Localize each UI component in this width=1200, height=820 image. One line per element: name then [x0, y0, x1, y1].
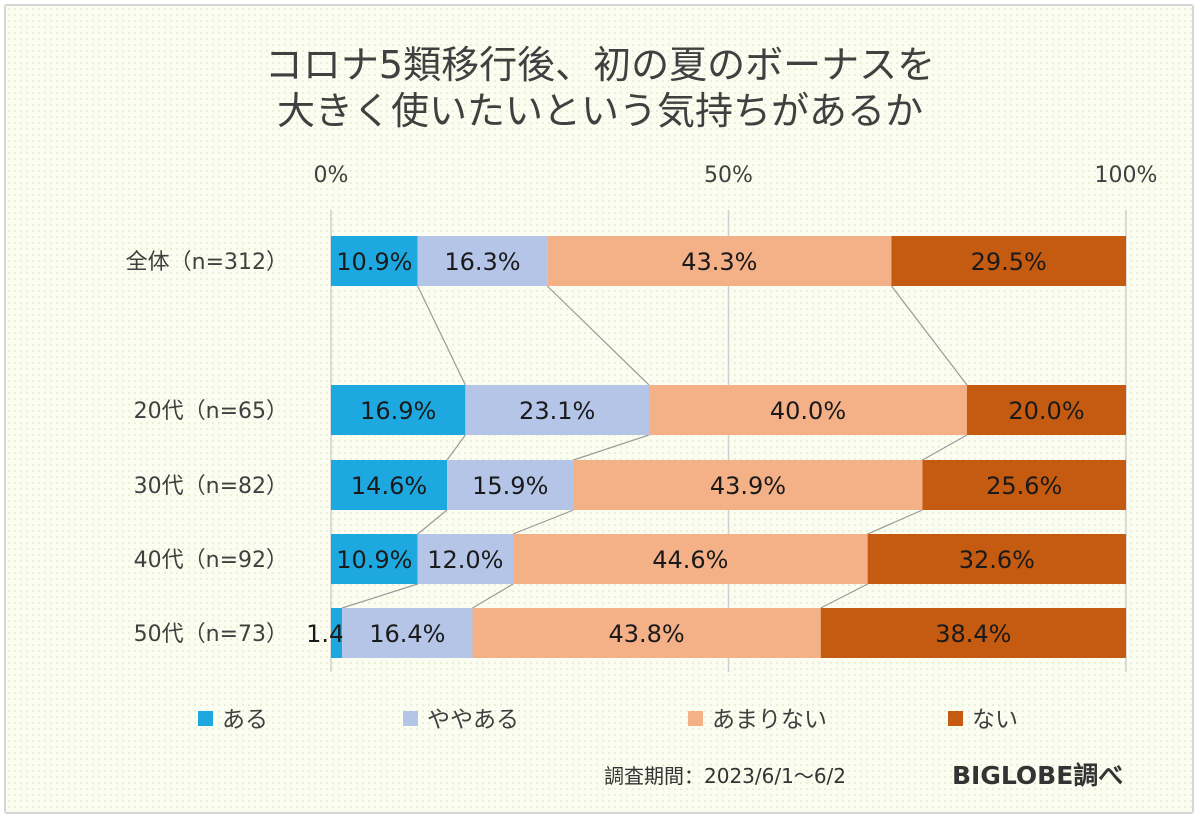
data-label: 16.9% [360, 397, 436, 425]
x-tick-label: 0% [314, 163, 349, 188]
bar-segment [867, 534, 1126, 584]
bar-segment [573, 460, 923, 510]
bar-segment [417, 236, 548, 286]
data-label: 16.3% [444, 248, 520, 276]
legend-swatch [198, 711, 213, 726]
legend-label: ない [972, 707, 1018, 733]
legend-label: ある [222, 707, 268, 733]
bar-segment [649, 385, 967, 435]
bar-segment [922, 460, 1126, 510]
bar-segment [820, 608, 1126, 658]
data-label: 40.0% [770, 397, 846, 425]
data-label: 23.1% [519, 397, 595, 425]
series-connector-line [341, 583, 418, 609]
bar-segment [342, 608, 473, 658]
bar-segment [331, 385, 466, 435]
category-label: 40代（n=92） [134, 548, 288, 573]
series-connector-line [867, 509, 923, 535]
category-label: 30代（n=82） [134, 474, 288, 499]
data-label: 44.6% [652, 546, 728, 574]
series-connector-line [922, 434, 968, 461]
legend-label: あまりない [712, 707, 827, 733]
legend-swatch [403, 711, 418, 726]
series-connector-line [546, 285, 650, 386]
series-connector-line [472, 583, 514, 609]
survey-period: 調査期間：2023/6/1～6/2 [604, 764, 847, 788]
data-label: 43.3% [681, 248, 757, 276]
data-label: 15.9% [472, 472, 548, 500]
bar-segment [547, 236, 892, 286]
data-label: 10.9% [336, 248, 412, 276]
legend-swatch [688, 711, 703, 726]
bar-segment [513, 534, 868, 584]
series-connector-line [890, 285, 968, 386]
series-connector-line [417, 285, 466, 386]
data-label: 43.9% [710, 472, 786, 500]
chart-title-line2: 大きく使いたいという気持ちがあるか [276, 89, 923, 133]
data-label: 20.0% [1008, 397, 1084, 425]
bar-segment [472, 608, 821, 658]
legend-swatch [948, 711, 963, 726]
source-credit: BIGLOBE調べ [952, 761, 1124, 790]
bar-segment [465, 385, 649, 435]
chart-title-line1: コロナ5類移行後、初の夏のボーナスを [264, 43, 936, 87]
bar-segment [447, 460, 574, 510]
data-label: 25.6% [986, 472, 1062, 500]
bar-segment [417, 534, 514, 584]
legend-label: ややある [427, 707, 519, 733]
data-label: 32.6% [959, 546, 1035, 574]
data-label: 43.8% [608, 620, 684, 648]
bar-segment [891, 236, 1126, 286]
category-label: 50代（n=73） [134, 622, 288, 647]
bar-segment [967, 385, 1126, 435]
data-label: 14.6% [351, 472, 427, 500]
series-connector-line [573, 434, 650, 461]
series-connector-line [446, 434, 466, 461]
data-label: 38.4% [935, 620, 1011, 648]
category-label: 全体（n=312） [126, 250, 288, 275]
x-tick-label: 100% [1095, 163, 1158, 188]
series-connector-line [820, 583, 868, 609]
x-tick-label: 50% [704, 163, 753, 188]
data-label: 29.5% [971, 248, 1047, 276]
bar-segment [331, 460, 448, 510]
data-label: 10.9% [336, 546, 412, 574]
data-label: 12.0% [427, 546, 503, 574]
bar-segment [331, 236, 418, 286]
series-connector-line [417, 509, 448, 535]
category-label: 20代（n=65） [134, 399, 288, 424]
data-label: 16.4% [369, 620, 445, 648]
bar-segment [331, 608, 343, 658]
series-connector-line [512, 509, 574, 535]
bar-segment [331, 534, 418, 584]
